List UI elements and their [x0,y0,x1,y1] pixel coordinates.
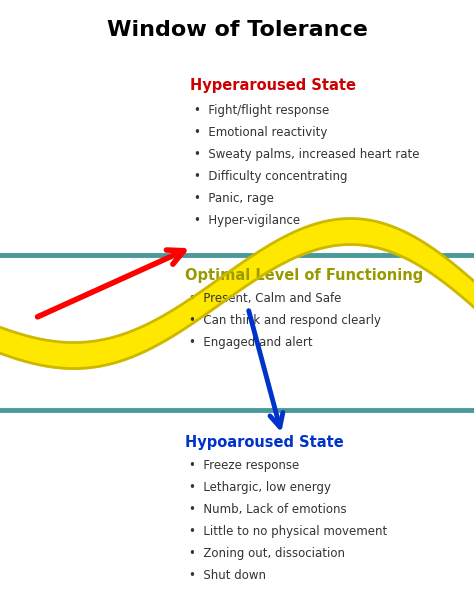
Text: •  Emotional reactivity: • Emotional reactivity [194,126,328,139]
Text: •  Shut down: • Shut down [189,569,266,582]
Text: •  Panic, rage: • Panic, rage [194,192,274,205]
Text: •  Sweaty palms, increased heart rate: • Sweaty palms, increased heart rate [194,148,419,161]
Text: •  Lethargic, low energy: • Lethargic, low energy [189,481,331,494]
Text: Hypoaroused State: Hypoaroused State [185,435,344,450]
Text: •  Zoning out, dissociation: • Zoning out, dissociation [189,547,345,560]
Text: •  Hyper-vigilance: • Hyper-vigilance [194,214,300,227]
Text: •  Numb, Lack of emotions: • Numb, Lack of emotions [189,503,346,516]
Text: •  Can think and respond clearly: • Can think and respond clearly [189,314,381,327]
Text: •  Difficulty concentrating: • Difficulty concentrating [194,170,347,183]
Text: •  Present, Calm and Safe: • Present, Calm and Safe [189,292,341,305]
Text: Optimal Level of Functioning: Optimal Level of Functioning [185,268,423,283]
Text: •  Fight/flight response: • Fight/flight response [194,104,329,117]
Text: Window of Tolerance: Window of Tolerance [107,20,367,40]
Text: •  Freeze response: • Freeze response [189,459,299,472]
Text: •  Little to no physical movement: • Little to no physical movement [189,525,387,538]
Text: Hyperaroused State: Hyperaroused State [190,78,356,93]
Text: •  Engaged and alert: • Engaged and alert [189,336,313,349]
